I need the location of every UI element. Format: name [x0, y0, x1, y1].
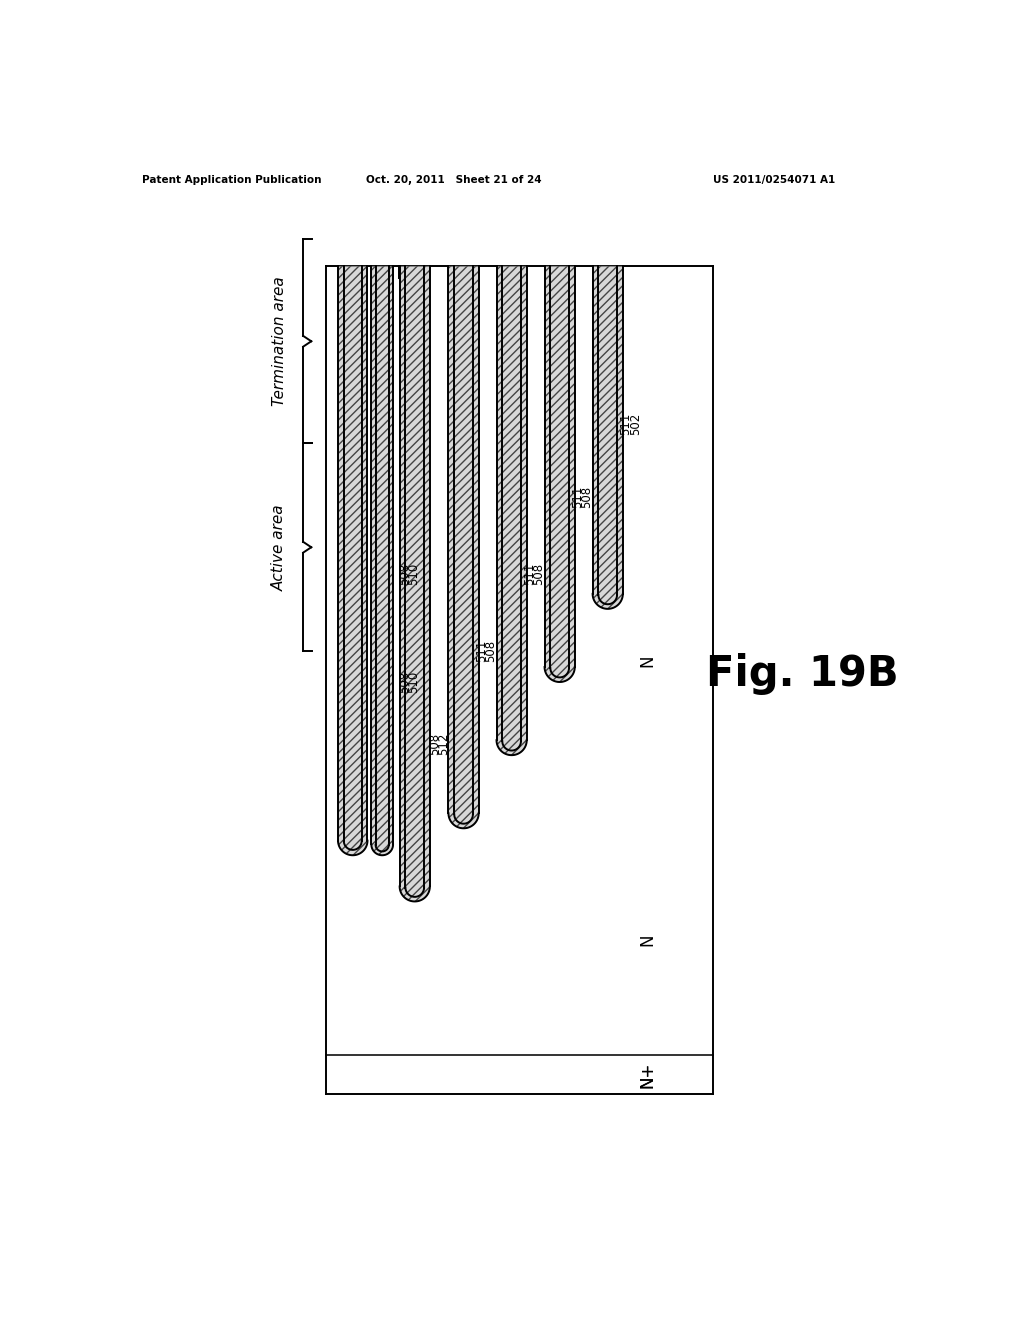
Polygon shape [372, 267, 393, 855]
Text: Oct. 20, 2011   Sheet 21 of 24: Oct. 20, 2011 Sheet 21 of 24 [366, 176, 542, 185]
Polygon shape [455, 267, 473, 824]
Text: 512: 512 [437, 733, 451, 755]
Text: 508: 508 [484, 640, 498, 663]
Text: Fig. 19B: Fig. 19B [706, 653, 899, 696]
Text: 511: 511 [571, 486, 585, 508]
Text: 511: 511 [523, 564, 537, 585]
Text: Patent Application Publication: Patent Application Publication [142, 176, 322, 185]
Polygon shape [399, 267, 430, 902]
Polygon shape [406, 267, 424, 896]
Polygon shape [338, 267, 368, 855]
Polygon shape [376, 267, 389, 851]
Text: 511: 511 [620, 413, 633, 436]
Polygon shape [503, 267, 521, 751]
Text: 502: 502 [629, 413, 642, 436]
Text: 508: 508 [397, 671, 411, 693]
Text: N: N [638, 655, 656, 667]
Polygon shape [376, 267, 389, 851]
Polygon shape [503, 267, 521, 751]
Text: 510: 510 [407, 564, 420, 585]
Polygon shape [545, 267, 574, 682]
Polygon shape [550, 267, 569, 677]
Polygon shape [455, 267, 473, 824]
Polygon shape [550, 267, 569, 677]
Polygon shape [344, 267, 361, 850]
Polygon shape [598, 267, 617, 605]
Text: N+: N+ [638, 1061, 656, 1088]
Text: 510: 510 [407, 671, 420, 693]
Text: Termination area: Termination area [271, 276, 287, 405]
Text: 508: 508 [397, 564, 411, 585]
Polygon shape [344, 267, 361, 850]
Polygon shape [598, 267, 617, 605]
Text: 508: 508 [428, 733, 441, 755]
Text: US 2011/0254071 A1: US 2011/0254071 A1 [713, 176, 836, 185]
Text: 508: 508 [581, 486, 594, 508]
Text: 511: 511 [475, 640, 488, 663]
Polygon shape [449, 267, 478, 828]
Polygon shape [406, 267, 424, 896]
Text: 508: 508 [532, 564, 546, 585]
Text: Active area: Active area [271, 504, 287, 590]
Polygon shape [497, 267, 526, 755]
Text: N+: N+ [638, 1061, 656, 1088]
Text: N: N [638, 933, 656, 946]
Polygon shape [593, 267, 623, 609]
